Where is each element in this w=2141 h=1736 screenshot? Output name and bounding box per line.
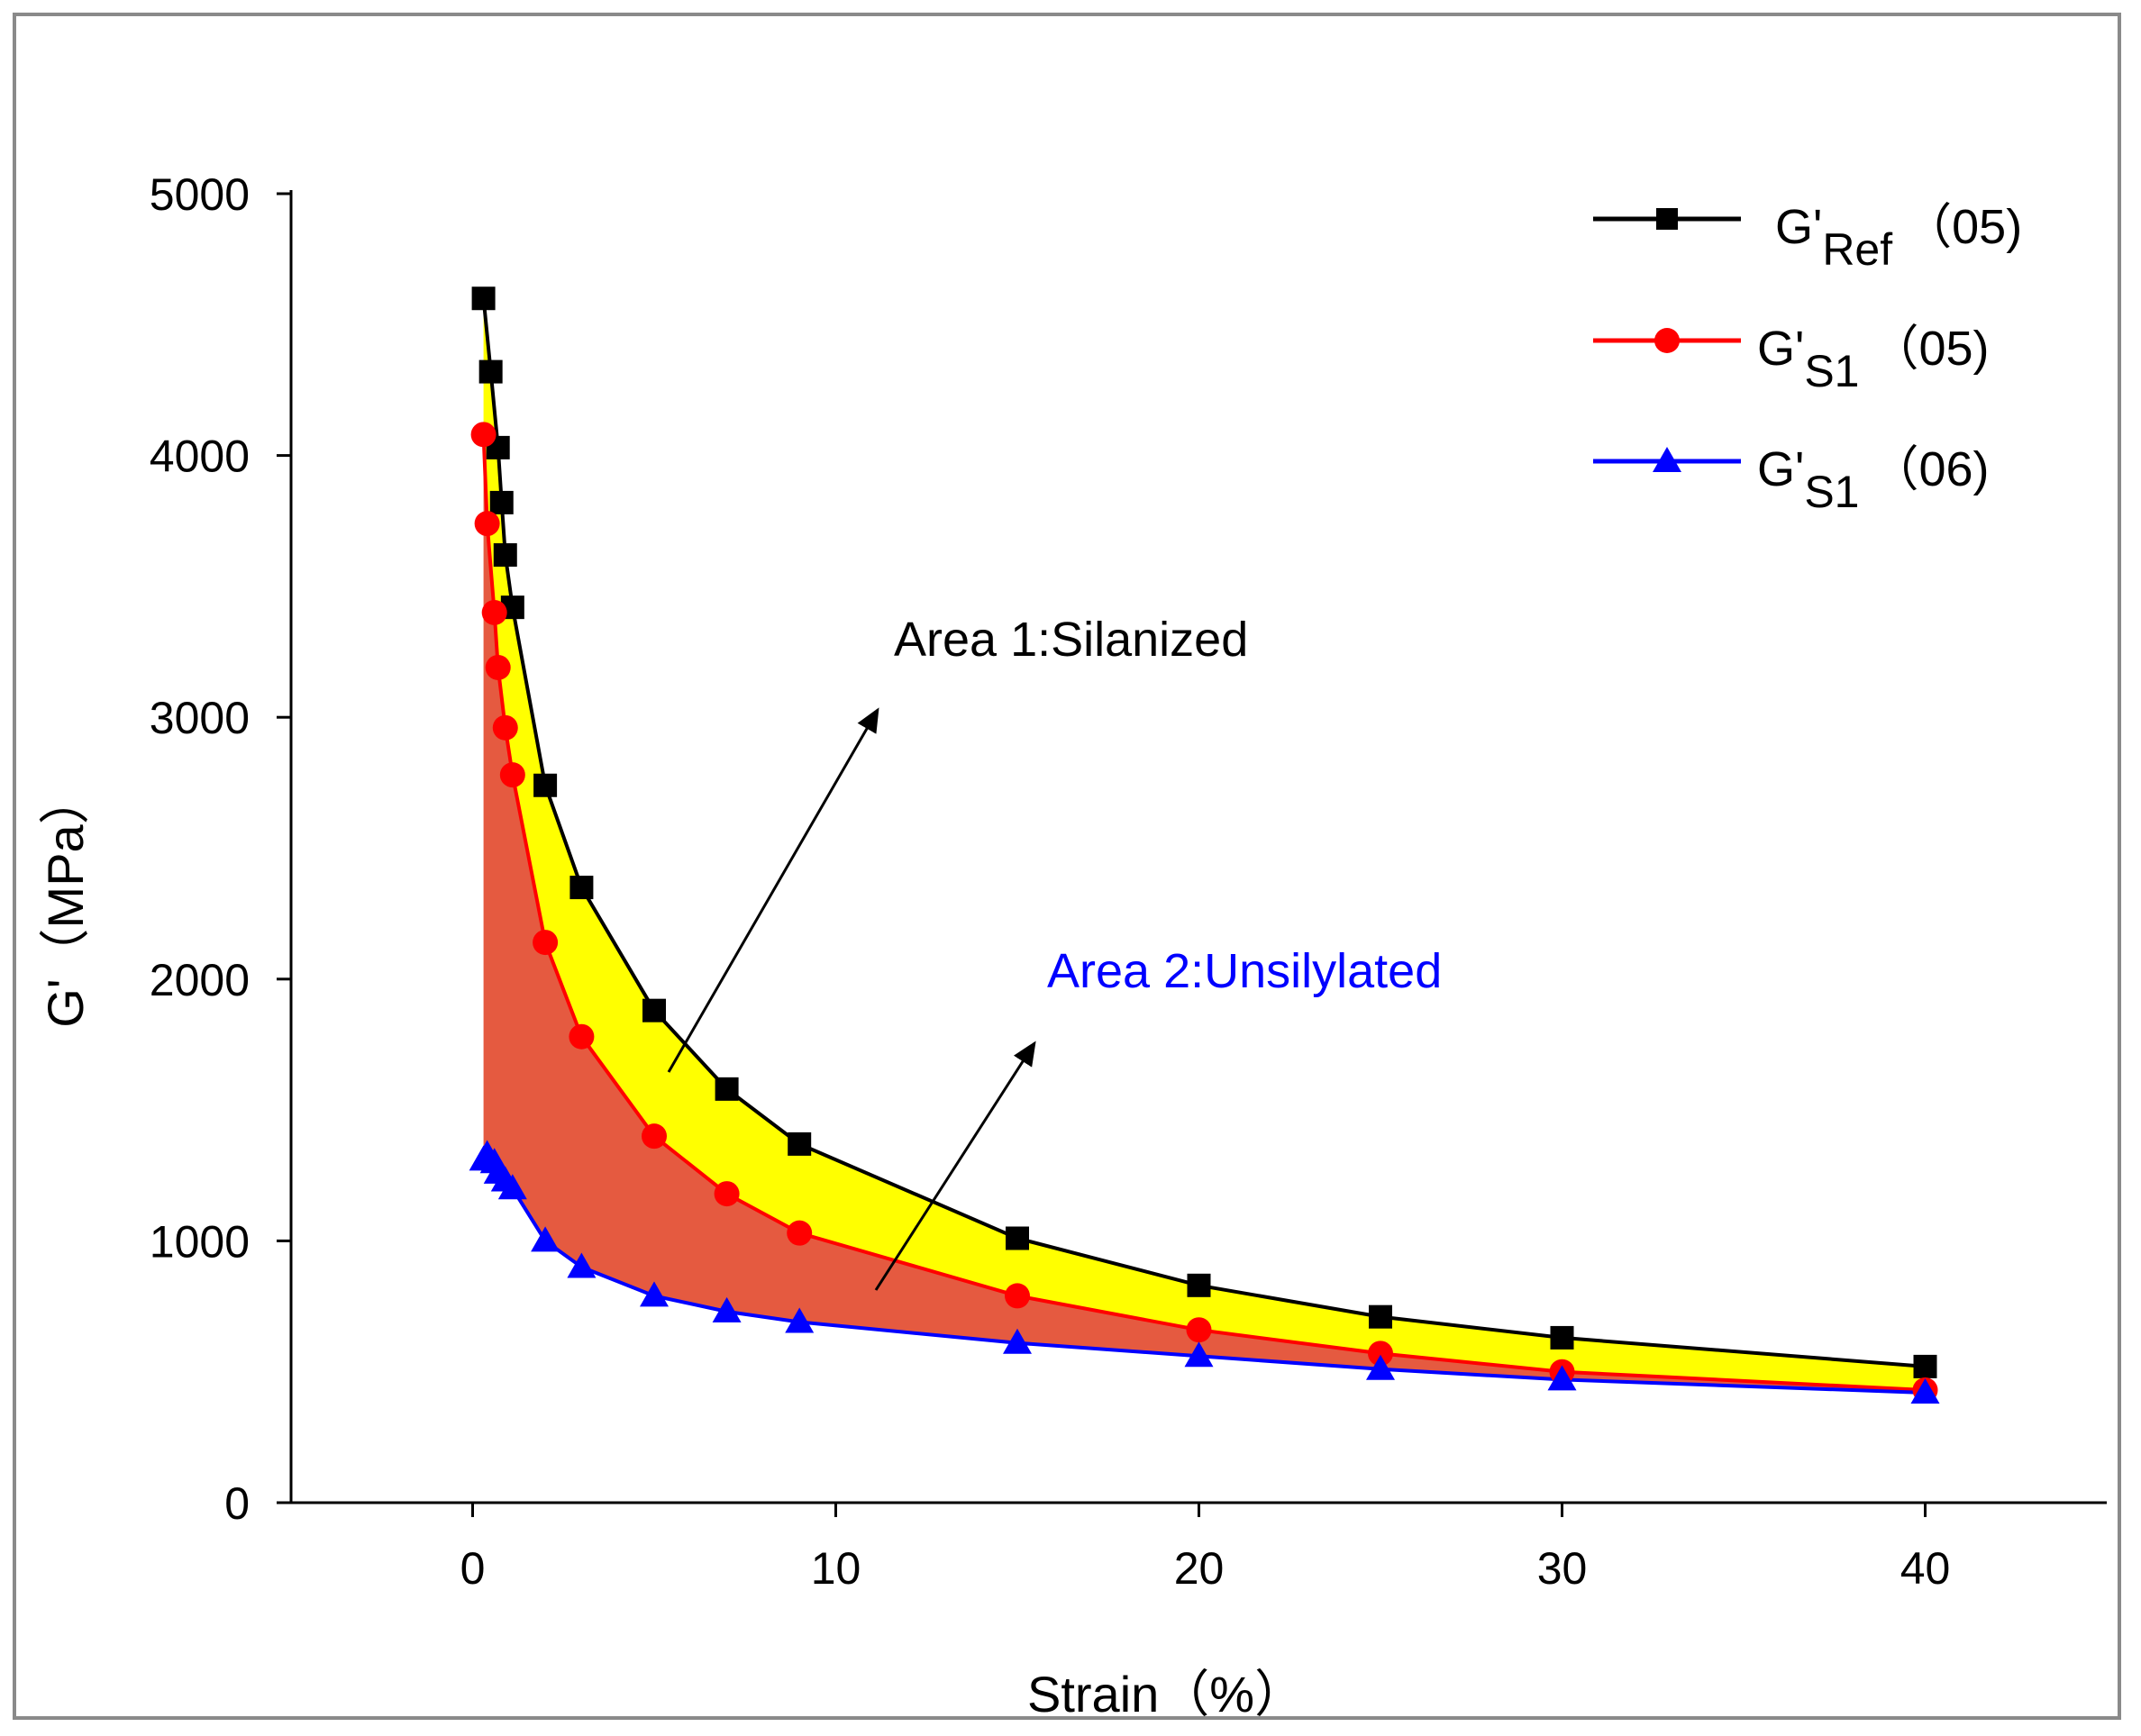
data-point-ref-05 xyxy=(1913,1354,1937,1378)
x-tick-label: 0 xyxy=(460,1543,486,1594)
data-point-s1-05 xyxy=(1186,1317,1212,1343)
annotations: Area 1:Silanized Area 2:Unsilylated xyxy=(667,613,1442,1291)
series-markers xyxy=(469,286,1940,1404)
series-line-1 xyxy=(481,298,1926,1368)
data-point-s1-06 xyxy=(1910,1377,1940,1404)
legend-item-ref-05: G'Ref （05) xyxy=(1593,200,2022,275)
data-point-ref-05 xyxy=(569,876,594,900)
data-point-s1-06 xyxy=(1003,1328,1032,1354)
data-point-s1-05 xyxy=(492,714,518,741)
data-point-ref-05 xyxy=(493,543,517,568)
data-point-s1-06 xyxy=(1366,1354,1395,1380)
data-point-s1-06 xyxy=(1547,1365,1577,1391)
x-ticks: 0 10 20 30 40 xyxy=(460,1503,1951,1594)
data-point-s1-06 xyxy=(497,1174,527,1200)
data-point-s1-05 xyxy=(569,1023,595,1050)
series-line-2 xyxy=(481,434,1926,1393)
data-point-s1-05 xyxy=(481,599,507,625)
data-point-s1-06 xyxy=(712,1296,742,1322)
y-tick-label: 3000 xyxy=(150,693,250,743)
data-point-s1-05 xyxy=(642,1123,667,1150)
data-point-s1-05 xyxy=(1005,1283,1030,1309)
legend-label-s1-05: G'S1 （05) xyxy=(1757,322,1990,396)
y-tick-label: 5000 xyxy=(150,169,250,220)
area-2-label: Area 2:Unsilylated xyxy=(1047,944,1442,998)
data-point-s1-05 xyxy=(1368,1341,1393,1367)
data-point-s1-06 xyxy=(567,1252,597,1278)
data-point-ref-05 xyxy=(489,490,514,514)
y-tick-label: 4000 xyxy=(150,432,250,482)
area-1-label: Area 1:Silanized xyxy=(894,613,1248,667)
legend-circle-marker xyxy=(1654,328,1680,353)
data-point-s1-05 xyxy=(787,1220,813,1246)
legend-item-s1-06: G'S1 （06) xyxy=(1593,442,1990,517)
area-fill-2 xyxy=(483,434,1926,1393)
data-point-ref-05 xyxy=(1550,1325,1574,1350)
data-point-s1-06 xyxy=(531,1226,560,1252)
axis-labels: Strain（%） G'（MPa） xyxy=(37,774,1305,1722)
data-point-ref-05 xyxy=(788,1132,812,1156)
data-point-ref-05 xyxy=(478,359,503,384)
data-point-s1-05 xyxy=(470,422,497,448)
data-point-ref-05 xyxy=(471,286,496,311)
data-point-ref-05 xyxy=(1187,1273,1211,1297)
figure-frame xyxy=(13,13,2121,1720)
data-point-s1-05 xyxy=(485,654,511,680)
data-point-ref-05 xyxy=(533,773,558,797)
x-tick-label: 20 xyxy=(1174,1543,1225,1594)
legend-square-marker xyxy=(1656,208,1678,230)
y-axis-label: G'（MPa） xyxy=(37,774,94,1027)
legend-label-s1-06: G'S1 （06) xyxy=(1757,442,1990,517)
data-point-s1-06 xyxy=(640,1281,669,1307)
legend-item-s1-05: G'S1 （05) xyxy=(1593,322,1990,396)
x-tick-label: 40 xyxy=(1900,1543,1951,1594)
area-1-arrow xyxy=(667,707,879,1073)
data-point-s1-05 xyxy=(714,1181,740,1207)
data-point-s1-05 xyxy=(499,762,525,788)
data-point-ref-05 xyxy=(642,998,666,1023)
legend-label-ref-05: G'Ref （05) xyxy=(1775,200,2022,275)
y-tick-label: 2000 xyxy=(150,955,250,1005)
data-point-s1-05 xyxy=(474,511,500,537)
legend-triangle-marker xyxy=(1653,447,1681,472)
y-ticks: 0 1000 2000 3000 4000 5000 xyxy=(150,169,291,1529)
x-tick-label: 10 xyxy=(811,1543,861,1594)
x-tick-label: 30 xyxy=(1537,1543,1588,1594)
y-tick-label: 0 xyxy=(224,1478,250,1529)
data-point-s1-06 xyxy=(1184,1341,1214,1368)
x-axis-label: Strain（%） xyxy=(1027,1666,1305,1722)
data-point-ref-05 xyxy=(1369,1304,1392,1329)
data-point-ref-05 xyxy=(715,1077,739,1101)
legend: G'Ref （05) G'S1 （05) G'S1 （06) xyxy=(1593,200,2022,517)
data-point-ref-05 xyxy=(1006,1226,1029,1250)
data-point-s1-06 xyxy=(785,1307,815,1333)
area-2-arrow xyxy=(874,1041,1036,1291)
y-tick-label: 1000 xyxy=(150,1216,250,1267)
data-point-s1-05 xyxy=(533,930,559,956)
